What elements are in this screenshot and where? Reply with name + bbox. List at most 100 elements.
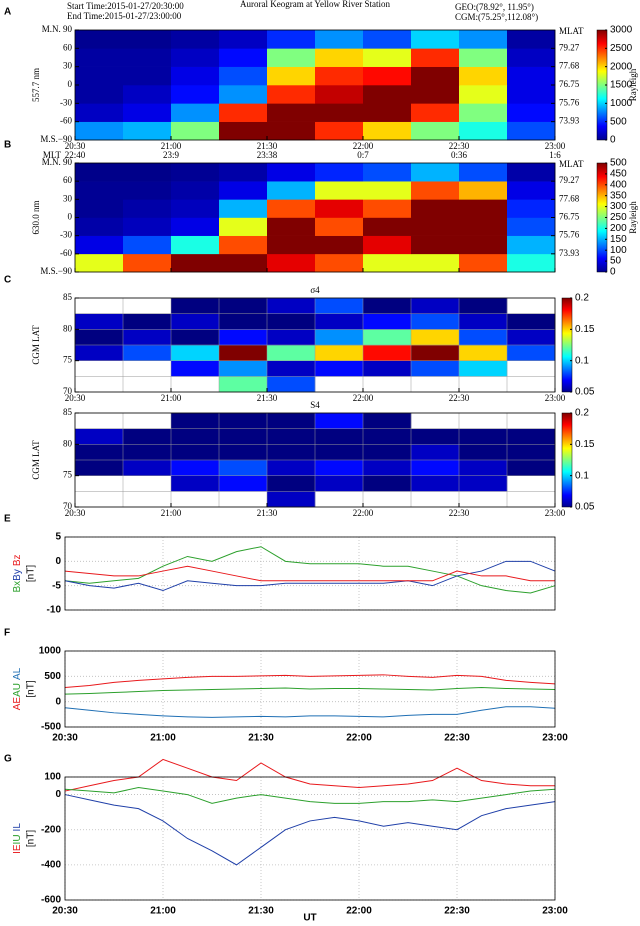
heat-cell bbox=[267, 253, 316, 273]
heat-cell bbox=[75, 329, 124, 346]
heat-cell bbox=[411, 428, 460, 445]
heat-cell bbox=[411, 48, 460, 67]
x-tick-label: 22:30 bbox=[449, 393, 470, 403]
panel-label: F bbox=[4, 628, 10, 639]
heat-cell bbox=[315, 360, 364, 377]
heat-cell bbox=[171, 444, 220, 461]
heat-cell bbox=[459, 329, 508, 346]
series-line bbox=[64, 686, 556, 695]
heat-cell bbox=[507, 85, 556, 104]
heat-cell bbox=[411, 181, 460, 200]
y-tick-label: 30 bbox=[63, 193, 73, 203]
plot-frame bbox=[64, 536, 556, 611]
heat-cell bbox=[171, 329, 220, 346]
heat-cell bbox=[123, 313, 172, 330]
heat-cell bbox=[459, 298, 508, 314]
heat-cell bbox=[75, 253, 124, 273]
x-tick-label: 23:00 bbox=[545, 141, 566, 151]
heat-cell bbox=[171, 345, 220, 361]
y-axis-label: CGM LAT bbox=[31, 440, 41, 480]
heat-cell bbox=[459, 66, 508, 86]
x-tick-label: 22:00 bbox=[346, 733, 372, 744]
y2-tick-label: 79.27 bbox=[559, 175, 580, 185]
y-tick-label: 80 bbox=[63, 323, 73, 333]
heat-cell bbox=[315, 48, 364, 67]
heat-cell bbox=[267, 376, 316, 393]
y2-tick-label: 73.93 bbox=[559, 248, 580, 258]
heat-cell bbox=[267, 298, 316, 314]
heat-cell bbox=[219, 428, 268, 445]
x-tick-label: 21:30 bbox=[257, 393, 278, 403]
colorbar-tick-label: 50 bbox=[610, 256, 622, 267]
colorbar-tick-label: 500 bbox=[610, 158, 627, 169]
y-tick-label: 70 bbox=[63, 386, 73, 396]
heat-cell bbox=[459, 199, 508, 218]
heat-cell bbox=[411, 313, 460, 330]
heat-cell bbox=[123, 460, 172, 476]
heat-cell bbox=[267, 85, 316, 104]
y-axis-unit: [nT] bbox=[26, 830, 37, 847]
heat-cell bbox=[363, 444, 412, 461]
heat-cell bbox=[171, 360, 220, 377]
mlt-tick-label: 23:38 bbox=[257, 150, 278, 160]
cgm-coords: CGM:(75.25°,112.08°) bbox=[455, 12, 538, 22]
x-tick-label: 21:00 bbox=[150, 733, 176, 744]
heat-cell bbox=[459, 360, 508, 377]
heat-cell bbox=[171, 428, 220, 445]
colorbar-tick-label: 0.05 bbox=[575, 387, 595, 398]
heat-cell bbox=[315, 413, 364, 429]
y-tick-label: M.S.−90 bbox=[40, 134, 72, 144]
heat-cell bbox=[219, 253, 268, 273]
series-line bbox=[64, 565, 555, 582]
heat-cell bbox=[123, 235, 172, 255]
heat-cell bbox=[171, 313, 220, 330]
legend-entry: IE bbox=[12, 844, 23, 854]
colorbar-tick-label: 100 bbox=[610, 245, 627, 256]
heat-cell bbox=[459, 475, 508, 492]
colorbar bbox=[561, 412, 573, 508]
y-tick-label: 70 bbox=[63, 501, 73, 511]
mlt-tick-label: 23:9 bbox=[163, 150, 180, 160]
legend-entry: IU bbox=[12, 834, 23, 844]
y-axis-label: BxBy Bz bbox=[12, 554, 23, 592]
heat-cell bbox=[411, 298, 460, 314]
colorbar-tick-label: 2000 bbox=[610, 61, 633, 72]
chart-title: S4 bbox=[310, 400, 320, 410]
heat-cell bbox=[219, 217, 268, 236]
heat-cell bbox=[315, 460, 364, 476]
legend-entry: AE bbox=[12, 697, 23, 711]
x-tick-label: 21:30 bbox=[257, 141, 278, 151]
heat-cell bbox=[171, 253, 220, 273]
x-tick-label: 22:00 bbox=[353, 141, 374, 151]
mlt-label: MLT bbox=[43, 150, 62, 160]
y-axis-unit: [nT] bbox=[26, 680, 37, 697]
heat-cell bbox=[363, 121, 412, 141]
plot-frame bbox=[74, 297, 556, 393]
heat-cell bbox=[507, 66, 556, 86]
heat-cell bbox=[315, 298, 364, 314]
y-tick-label: 1000 bbox=[39, 646, 62, 657]
heat-cell bbox=[219, 298, 268, 314]
x-tick-label: 20:30 bbox=[65, 393, 86, 403]
heat-cell bbox=[219, 103, 268, 122]
heat-cell bbox=[411, 85, 460, 104]
heat-cell bbox=[507, 181, 556, 200]
y-tick-label: -400 bbox=[41, 859, 61, 870]
x-tick-label: 21:30 bbox=[248, 733, 274, 744]
heat-cell bbox=[411, 360, 460, 377]
y-tick-label: 75 bbox=[63, 355, 73, 365]
y-axis-label: 557.7 nm bbox=[31, 68, 41, 102]
y2-tick-label: 79.27 bbox=[559, 42, 580, 52]
colorbar-tick-label: 0 bbox=[610, 267, 616, 278]
heat-cell bbox=[507, 103, 556, 122]
legend-entry: IL bbox=[12, 823, 23, 832]
y-tick-label: 0 bbox=[55, 556, 61, 567]
colorbar-tick-label: 0.15 bbox=[575, 439, 595, 450]
y-tick-label: 85 bbox=[63, 292, 73, 302]
heat-cell bbox=[411, 217, 460, 236]
colorbar-tick-label: 0.2 bbox=[575, 408, 589, 419]
heat-cell bbox=[315, 444, 364, 461]
heat-cell bbox=[171, 460, 220, 476]
heat-cell bbox=[507, 217, 556, 236]
colorbar-tick-label: 400 bbox=[610, 179, 627, 190]
